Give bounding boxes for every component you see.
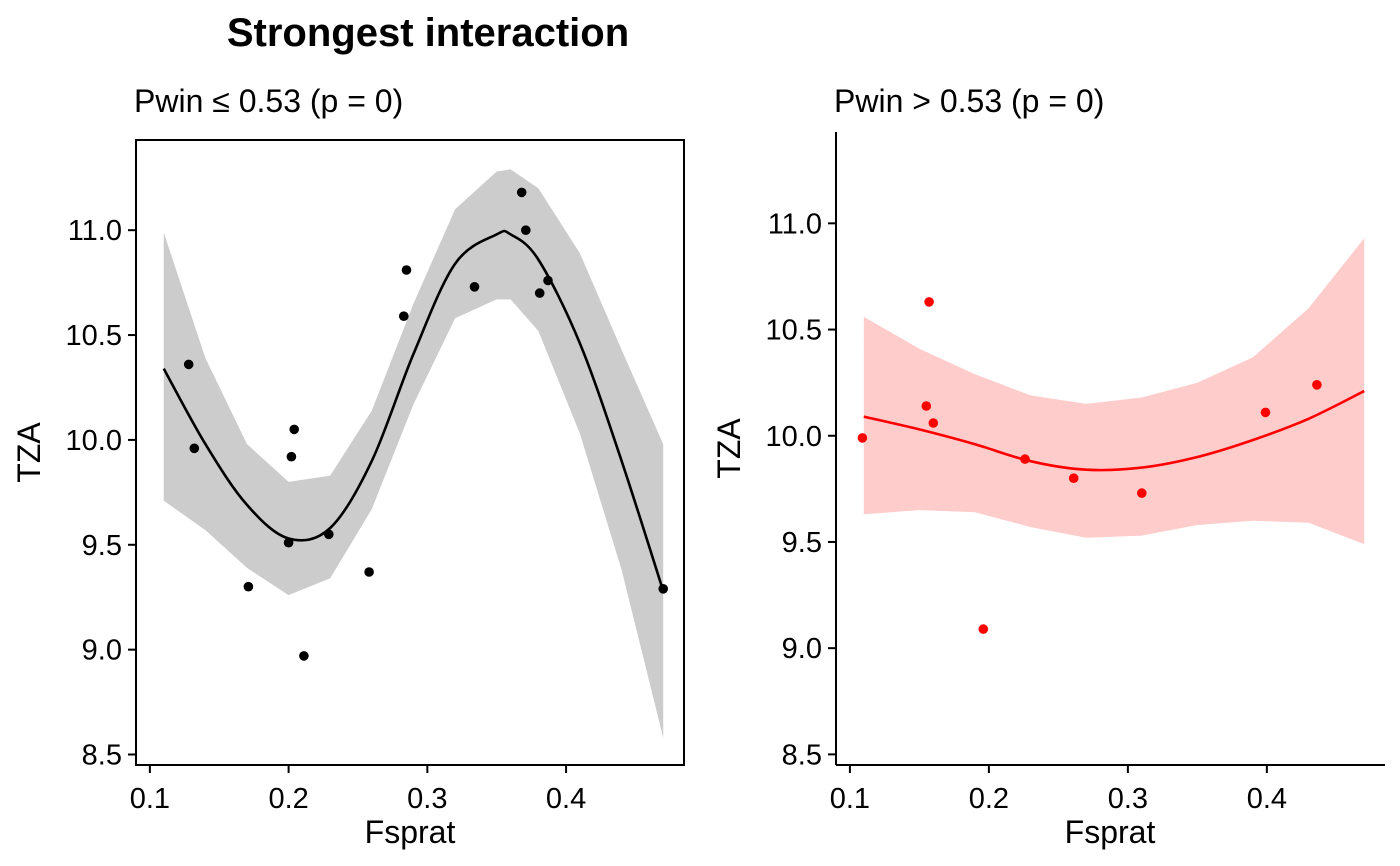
data-point [658, 584, 668, 594]
y-tick-label: 9.5 [782, 527, 822, 559]
data-point [1260, 407, 1271, 418]
y-tick-label: 8.5 [782, 739, 822, 771]
y-tick-label: 10.0 [766, 421, 822, 453]
data-point [289, 424, 300, 435]
x-tick-label: 0.3 [1108, 783, 1148, 815]
data-point [521, 225, 531, 235]
panel-left: Pwin ≤ 0.53 (p = 0) 0.1 0.2 0.3 0.4 8.5 9.0 9.5… [11, 83, 685, 850]
data-point [921, 401, 932, 411]
panel-right: Pwin > 0.53 (p = 0) 0.1 0.2 0.3 0.4 8.5 9.0 9.5… [711, 83, 1385, 850]
data-point [978, 624, 989, 634]
data-point [1137, 488, 1147, 498]
data-point [399, 311, 409, 322]
data-point [534, 288, 545, 298]
data-point [1312, 380, 1322, 390]
data-point [469, 282, 480, 292]
y-tick-label: 9.5 [82, 530, 122, 562]
data-point [928, 418, 939, 428]
y-tick-label: 11.0 [768, 208, 822, 240]
data-point [299, 651, 309, 661]
x-tick-label: 0.1 [830, 783, 870, 815]
y-tick-label: 9.0 [82, 635, 122, 667]
data-point [189, 443, 200, 454]
fit-line [162, 229, 665, 592]
panel-border [135, 139, 685, 766]
panel-subtitle: Pwin > 0.53 (p = 0) [834, 83, 1104, 119]
x-tick-label: 0.2 [969, 783, 1009, 815]
data-point [401, 265, 412, 275]
y-axis-label: TZA [11, 422, 47, 483]
data-point [286, 451, 297, 462]
data-point [283, 537, 294, 548]
x-tick-label: 0.4 [546, 783, 586, 815]
fit-line [863, 389, 1365, 472]
data-point [516, 187, 527, 198]
data-point [857, 433, 868, 443]
data-point [543, 275, 553, 286]
confidence-ribbon [863, 238, 1365, 545]
y-tick-label: 8.5 [82, 740, 122, 772]
y-tick-label: 10.5 [766, 315, 822, 347]
data-point [243, 581, 254, 592]
data-point [364, 567, 374, 577]
confidence-ribbon [163, 169, 664, 738]
y-tick-label: 10.0 [66, 425, 122, 457]
data-point [324, 529, 334, 540]
x-tick-label: 0.3 [407, 783, 447, 815]
data-point [1068, 473, 1079, 484]
x-axis-label: Fsprat [1065, 814, 1156, 850]
y-tick-label: 9.0 [782, 633, 822, 665]
y-tick-label: 11.0 [68, 215, 122, 247]
panel-subtitle: Pwin ≤ 0.53 (p = 0) [134, 83, 403, 119]
x-axis-label: Fsprat [365, 814, 456, 850]
x-tick-label: 0.4 [1247, 783, 1287, 815]
data-point [1020, 454, 1030, 464]
data-point [924, 297, 934, 307]
y-axis-label: TZA [711, 418, 747, 479]
x-tick-label: 0.1 [130, 783, 170, 815]
y-tick-label: 10.5 [66, 320, 122, 352]
chart-title: Strongest interaction [227, 11, 629, 55]
data-point [183, 359, 194, 370]
x-tick-label: 0.2 [268, 783, 308, 815]
